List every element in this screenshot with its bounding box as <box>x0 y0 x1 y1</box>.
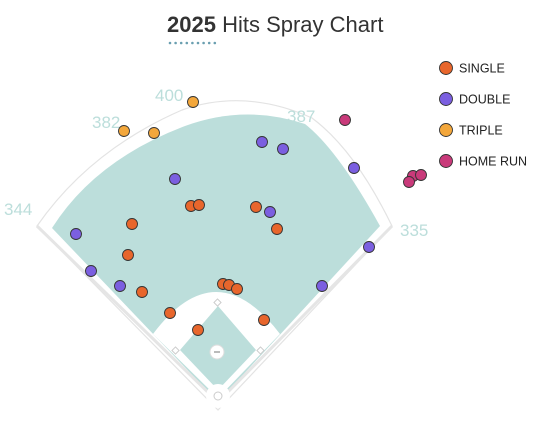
title-year: 2025 <box>167 12 216 37</box>
hit-point-double <box>348 162 360 174</box>
hit-point-single <box>122 249 134 261</box>
first-base <box>256 346 265 355</box>
hit-point-double <box>114 280 126 292</box>
hit-point-single <box>126 218 138 230</box>
hit-point-single <box>192 324 204 336</box>
hit-point-single <box>271 223 283 235</box>
hit-point-single <box>193 199 205 211</box>
legend-marker-home-run <box>439 154 453 168</box>
distance-label-right-center: 387 <box>287 107 315 126</box>
legend-label-home-run: HOME RUN <box>459 155 527 169</box>
distance-label-left-center: 382 <box>92 113 120 132</box>
legend-label-double: DOUBLE <box>459 93 510 107</box>
second-base <box>213 298 222 307</box>
hit-point-double <box>85 265 97 277</box>
legend-marker-double <box>439 92 453 106</box>
hit-point-double <box>256 136 268 148</box>
title-underline-dots <box>168 41 217 45</box>
legend-marker-triple <box>439 123 453 137</box>
hit-point-home-run <box>415 169 427 181</box>
hit-point-triple <box>148 127 160 139</box>
hit-point-single <box>250 201 262 213</box>
hit-point-double <box>70 228 82 240</box>
hit-points <box>70 96 427 336</box>
hit-point-single <box>231 283 243 295</box>
hit-point-triple <box>187 96 199 108</box>
underline-dot <box>202 41 205 45</box>
chart-title: 2025 Hits Spray Chart <box>167 12 383 37</box>
legend-label-single: SINGLE <box>459 62 505 76</box>
hit-point-single <box>164 307 176 319</box>
underline-dot <box>196 41 200 45</box>
pitchers-rubber <box>214 351 220 353</box>
outfield-wall-outline <box>36 100 393 411</box>
hit-point-home-run <box>403 176 415 188</box>
underline-dot <box>185 41 189 45</box>
hit-point-home-run <box>339 114 351 126</box>
left-foul-line <box>35 224 220 404</box>
legend-label-triple: TRIPLE <box>459 124 503 138</box>
third-base <box>171 346 180 355</box>
underline-dot <box>174 41 177 45</box>
underline-dot <box>179 41 183 45</box>
hit-point-double <box>316 280 328 292</box>
right-foul-line <box>216 224 394 404</box>
legend: SINGLE DOUBLE TRIPLE HOME RUN <box>439 61 527 169</box>
hit-point-double <box>363 241 375 253</box>
underline-dot <box>213 41 217 45</box>
underline-dot <box>207 41 211 45</box>
field-turf <box>52 114 380 402</box>
hit-point-triple <box>118 125 130 137</box>
distance-label-right-line: 335 <box>400 221 428 240</box>
home-plate <box>213 391 223 401</box>
hit-point-single <box>258 314 270 326</box>
underline-dot <box>191 41 194 45</box>
underline-dot <box>168 41 172 45</box>
hit-point-double <box>277 143 289 155</box>
hit-point-double <box>264 206 276 218</box>
distance-label-left-line: 344 <box>4 200 32 219</box>
distance-label-center: 400 <box>155 86 183 105</box>
hit-point-single <box>136 286 148 298</box>
title-rest: Hits Spray Chart <box>216 12 384 37</box>
legend-marker-single <box>439 61 453 75</box>
hit-point-double <box>169 173 181 185</box>
